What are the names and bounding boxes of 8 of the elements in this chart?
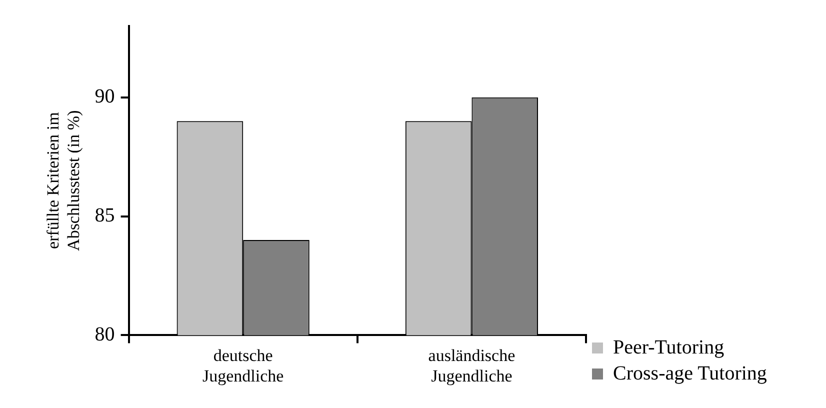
- y-tick-label: 85: [94, 204, 115, 227]
- y-tick-label: 80: [94, 323, 115, 346]
- legend-label: Peer-Tutoring: [613, 336, 724, 358]
- y-axis-title: erfüllte Kriterien im Abschlusstest (in %): [44, 110, 84, 251]
- y-tick-label: 90: [94, 86, 115, 108]
- x-tick-label: ausländische Jugendliche: [428, 346, 516, 386]
- legend-label: Cross-age Tutoring: [613, 362, 767, 384]
- x-tick-label: deutsche Jugendliche: [202, 346, 284, 386]
